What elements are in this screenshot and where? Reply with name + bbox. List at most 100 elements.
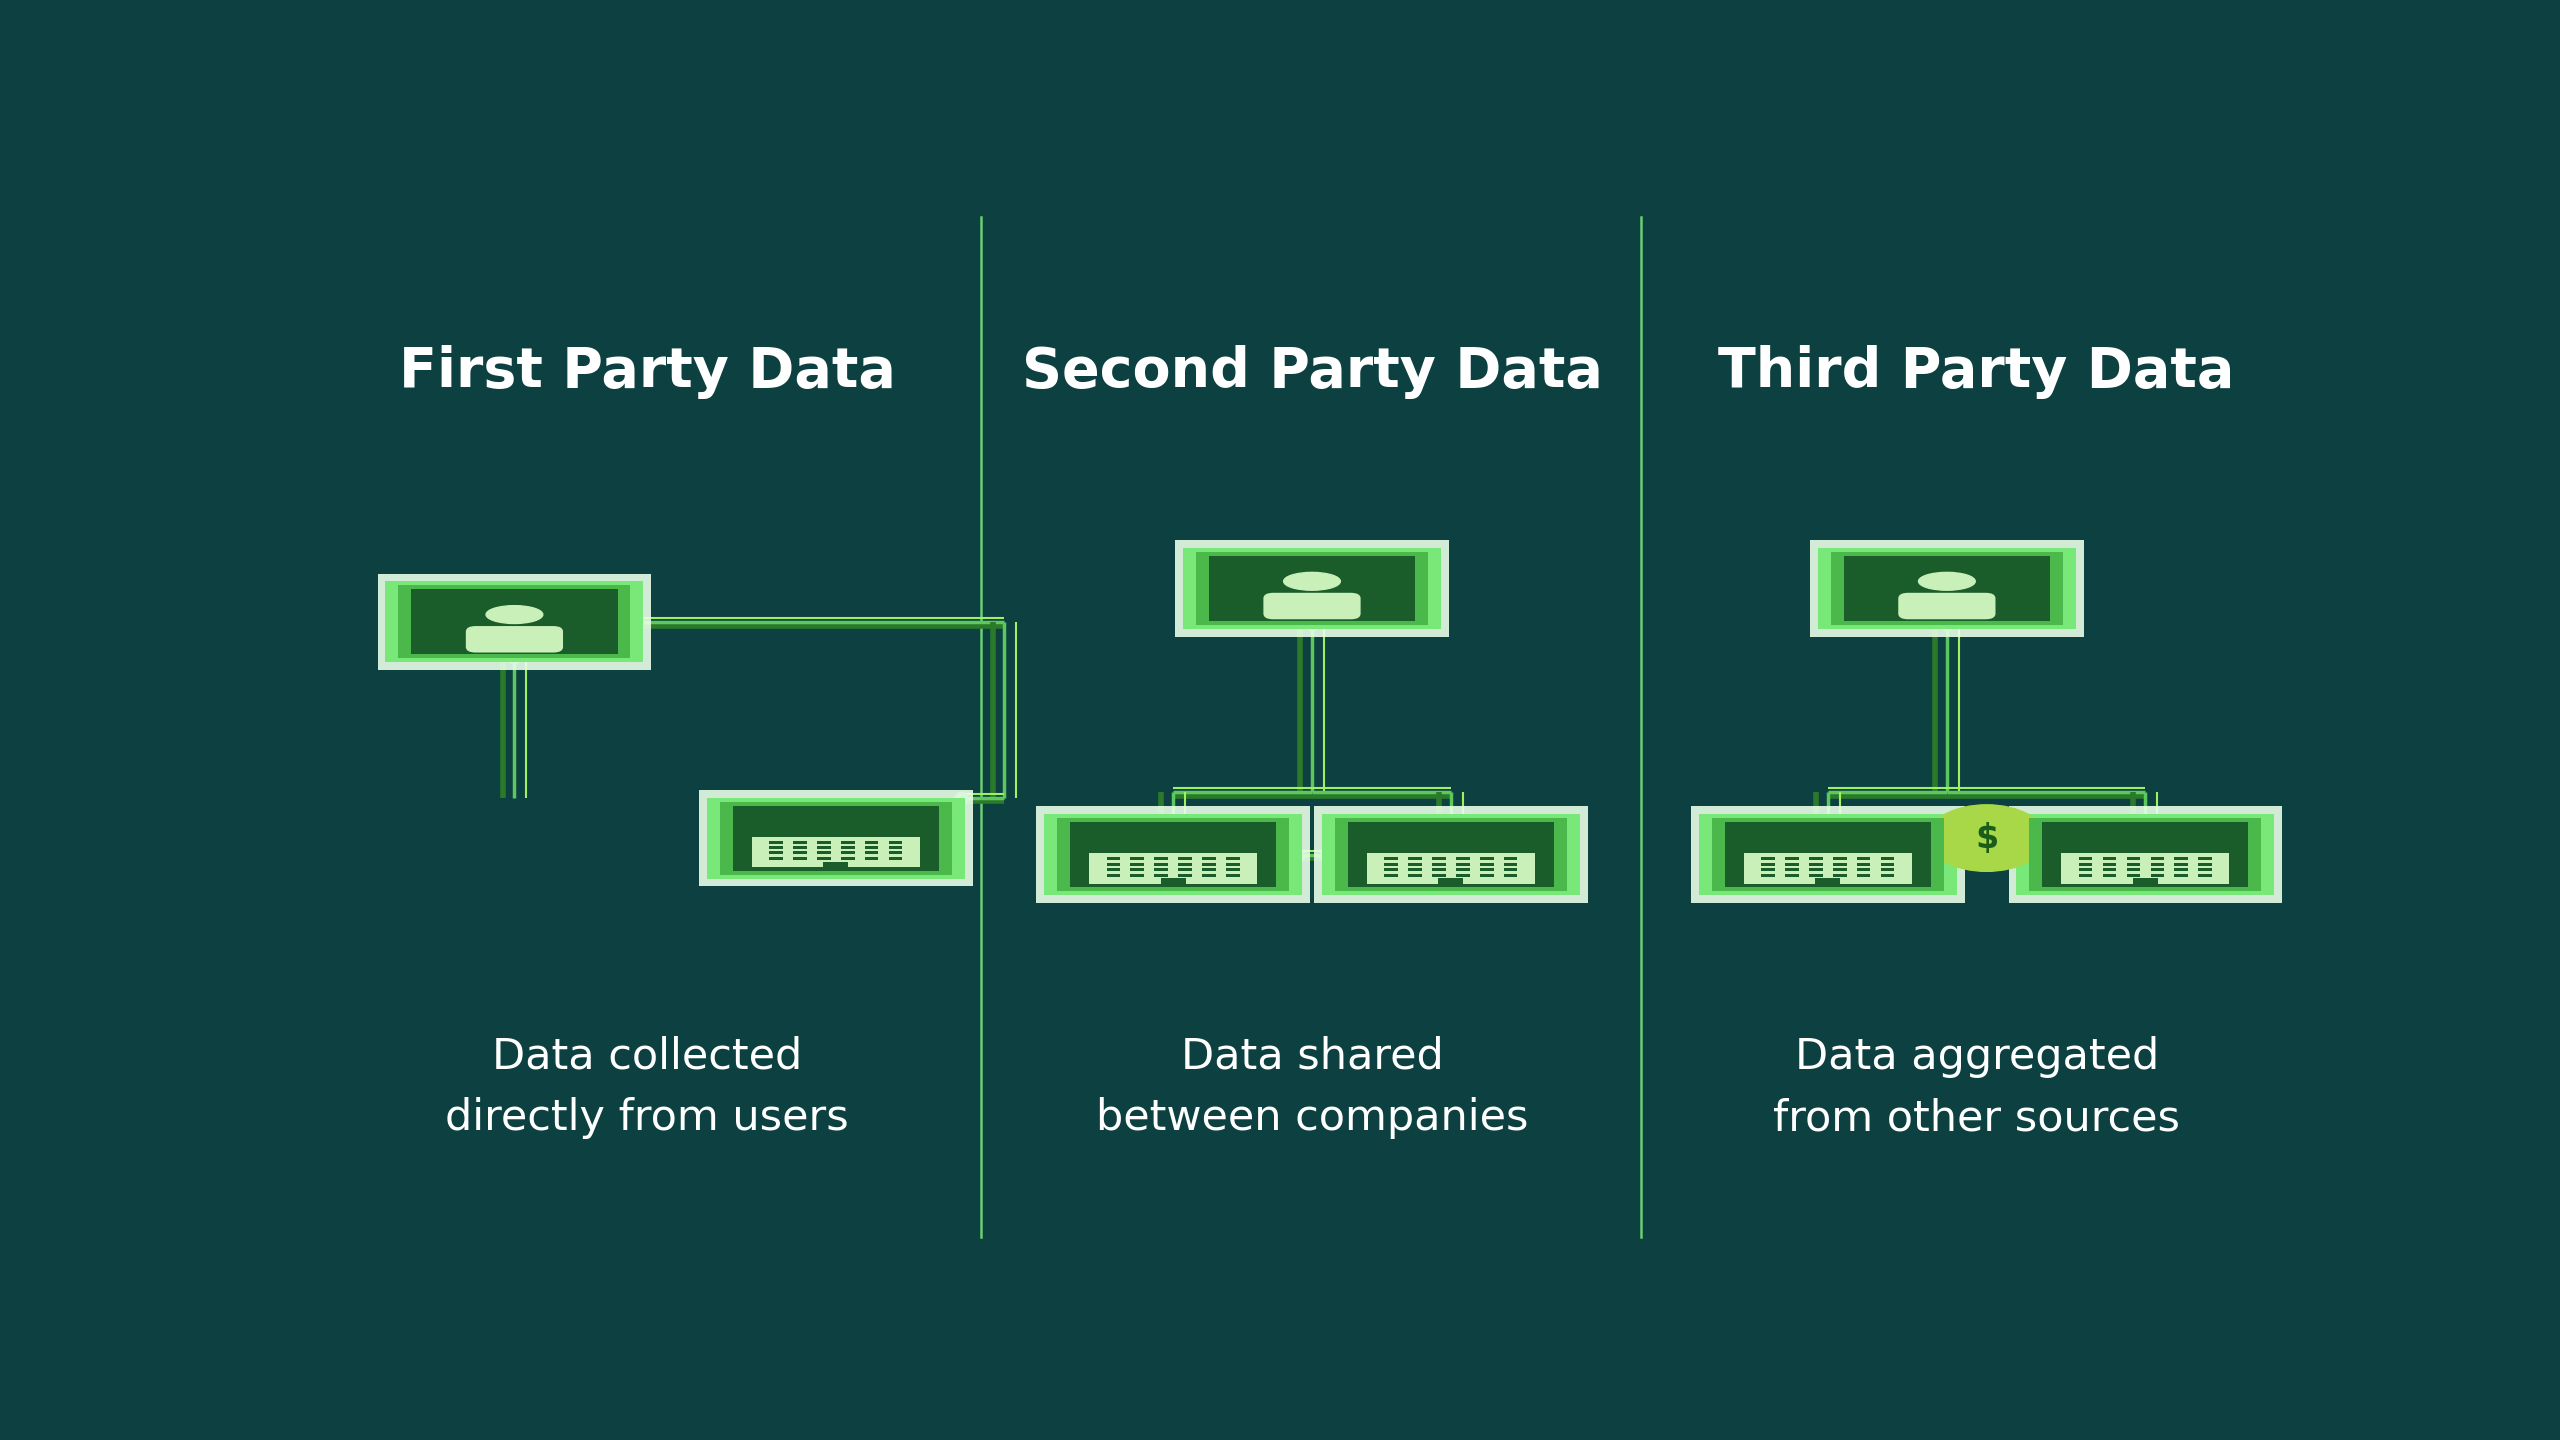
FancyBboxPatch shape xyxy=(1784,863,1800,865)
FancyBboxPatch shape xyxy=(1408,868,1421,871)
FancyBboxPatch shape xyxy=(2043,822,2248,887)
FancyBboxPatch shape xyxy=(1226,874,1239,877)
FancyBboxPatch shape xyxy=(888,845,904,850)
FancyBboxPatch shape xyxy=(1457,863,1469,865)
FancyBboxPatch shape xyxy=(2127,868,2140,871)
FancyBboxPatch shape xyxy=(1037,806,1311,903)
FancyBboxPatch shape xyxy=(2150,857,2163,860)
FancyBboxPatch shape xyxy=(2017,814,2273,896)
FancyBboxPatch shape xyxy=(1132,857,1144,860)
FancyBboxPatch shape xyxy=(379,573,650,670)
FancyBboxPatch shape xyxy=(1900,593,1994,619)
FancyBboxPatch shape xyxy=(2079,863,2092,865)
FancyBboxPatch shape xyxy=(1882,857,1894,860)
FancyBboxPatch shape xyxy=(1810,863,1823,865)
FancyBboxPatch shape xyxy=(1155,863,1167,865)
FancyBboxPatch shape xyxy=(1226,868,1239,871)
FancyBboxPatch shape xyxy=(1833,863,1846,865)
FancyBboxPatch shape xyxy=(1856,868,1871,871)
FancyBboxPatch shape xyxy=(1439,878,1464,884)
FancyBboxPatch shape xyxy=(1784,857,1800,860)
FancyBboxPatch shape xyxy=(865,857,878,860)
FancyBboxPatch shape xyxy=(1106,868,1119,871)
FancyBboxPatch shape xyxy=(1856,857,1871,860)
FancyBboxPatch shape xyxy=(2030,818,2260,891)
FancyBboxPatch shape xyxy=(466,626,563,652)
FancyBboxPatch shape xyxy=(1480,868,1492,871)
FancyBboxPatch shape xyxy=(1882,863,1894,865)
FancyBboxPatch shape xyxy=(2199,868,2212,871)
FancyBboxPatch shape xyxy=(1810,857,1823,860)
FancyBboxPatch shape xyxy=(2102,857,2117,860)
Ellipse shape xyxy=(486,606,543,624)
FancyBboxPatch shape xyxy=(1203,857,1216,860)
FancyBboxPatch shape xyxy=(1044,814,1303,896)
FancyBboxPatch shape xyxy=(842,845,855,850)
FancyBboxPatch shape xyxy=(1700,814,1956,896)
FancyBboxPatch shape xyxy=(865,851,878,854)
FancyBboxPatch shape xyxy=(1203,863,1216,865)
FancyBboxPatch shape xyxy=(2173,874,2189,877)
FancyBboxPatch shape xyxy=(1856,874,1871,877)
FancyBboxPatch shape xyxy=(2079,857,2092,860)
FancyBboxPatch shape xyxy=(2127,857,2140,860)
FancyBboxPatch shape xyxy=(768,857,783,860)
FancyBboxPatch shape xyxy=(1106,863,1119,865)
FancyBboxPatch shape xyxy=(1265,593,1359,619)
FancyBboxPatch shape xyxy=(699,791,973,886)
FancyBboxPatch shape xyxy=(2102,863,2117,865)
FancyBboxPatch shape xyxy=(865,841,878,844)
FancyBboxPatch shape xyxy=(1408,874,1421,877)
FancyBboxPatch shape xyxy=(1833,868,1846,871)
FancyBboxPatch shape xyxy=(768,845,783,850)
FancyBboxPatch shape xyxy=(1856,863,1871,865)
FancyBboxPatch shape xyxy=(1175,540,1449,636)
FancyBboxPatch shape xyxy=(1208,556,1416,621)
FancyBboxPatch shape xyxy=(817,857,829,860)
FancyBboxPatch shape xyxy=(2173,857,2189,860)
FancyBboxPatch shape xyxy=(1385,874,1398,877)
FancyBboxPatch shape xyxy=(1367,854,1533,884)
FancyBboxPatch shape xyxy=(1431,857,1446,860)
FancyBboxPatch shape xyxy=(2150,863,2163,865)
FancyBboxPatch shape xyxy=(1070,822,1277,887)
FancyBboxPatch shape xyxy=(1810,868,1823,871)
FancyBboxPatch shape xyxy=(1057,818,1290,891)
FancyBboxPatch shape xyxy=(2150,874,2163,877)
FancyBboxPatch shape xyxy=(842,857,855,860)
FancyBboxPatch shape xyxy=(1347,822,1554,887)
FancyBboxPatch shape xyxy=(794,857,806,860)
FancyBboxPatch shape xyxy=(1457,857,1469,860)
FancyBboxPatch shape xyxy=(1457,874,1469,877)
FancyBboxPatch shape xyxy=(2199,863,2212,865)
FancyBboxPatch shape xyxy=(1743,854,1912,884)
FancyBboxPatch shape xyxy=(794,841,806,844)
FancyBboxPatch shape xyxy=(1882,868,1894,871)
FancyBboxPatch shape xyxy=(1818,549,2076,629)
FancyBboxPatch shape xyxy=(865,845,878,850)
FancyBboxPatch shape xyxy=(888,857,904,860)
FancyBboxPatch shape xyxy=(1408,857,1421,860)
FancyBboxPatch shape xyxy=(1178,874,1193,877)
FancyBboxPatch shape xyxy=(732,805,940,871)
FancyBboxPatch shape xyxy=(1457,868,1469,871)
FancyBboxPatch shape xyxy=(1815,878,1841,884)
FancyBboxPatch shape xyxy=(1155,857,1167,860)
FancyBboxPatch shape xyxy=(1160,878,1185,884)
FancyBboxPatch shape xyxy=(1761,868,1774,871)
FancyBboxPatch shape xyxy=(768,841,783,844)
FancyBboxPatch shape xyxy=(2079,868,2092,871)
FancyBboxPatch shape xyxy=(1196,552,1428,625)
FancyBboxPatch shape xyxy=(2173,868,2189,871)
FancyBboxPatch shape xyxy=(794,851,806,854)
FancyBboxPatch shape xyxy=(824,861,847,867)
FancyBboxPatch shape xyxy=(1155,868,1167,871)
FancyBboxPatch shape xyxy=(1833,874,1846,877)
Text: $: $ xyxy=(1974,822,1999,854)
FancyBboxPatch shape xyxy=(1761,863,1774,865)
FancyBboxPatch shape xyxy=(1155,874,1167,877)
FancyBboxPatch shape xyxy=(768,851,783,854)
FancyBboxPatch shape xyxy=(1132,863,1144,865)
FancyBboxPatch shape xyxy=(2150,868,2163,871)
Text: Data shared
between companies: Data shared between companies xyxy=(1096,1035,1528,1139)
